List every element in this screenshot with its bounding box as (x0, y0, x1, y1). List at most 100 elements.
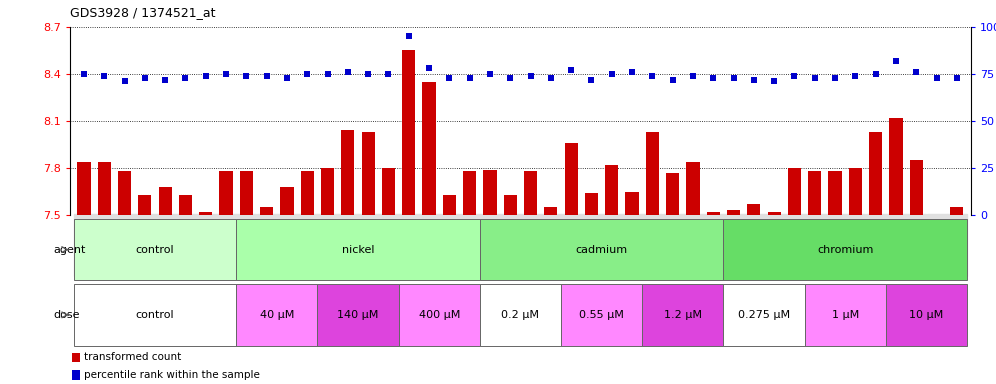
Point (238, 73, 254, 79)
Point (177, 74, 193, 81)
Bar (78, 162, 91, 215)
Bar (870, 132, 882, 215)
Bar (950, 207, 963, 215)
Bar (585, 193, 598, 215)
Text: 0.55 μM: 0.55 μM (580, 310, 624, 320)
Bar (179, 195, 192, 215)
Bar (686, 162, 699, 215)
Point (848, 73, 864, 79)
Point (563, 67, 579, 73)
Bar (402, 50, 415, 215)
Bar (524, 171, 537, 215)
Point (807, 74, 823, 81)
Point (400, 33, 416, 40)
Text: nickel: nickel (342, 245, 374, 255)
Point (949, 74, 965, 81)
Bar (889, 118, 902, 215)
Text: 10 μM: 10 μM (909, 310, 943, 320)
Point (705, 74, 721, 81)
Bar (565, 143, 578, 215)
Bar (808, 171, 822, 215)
Point (888, 58, 904, 64)
Text: 0.2 μM: 0.2 μM (501, 310, 540, 320)
Bar (768, 212, 781, 215)
Bar (625, 192, 638, 215)
Text: control: control (135, 245, 174, 255)
Bar (236, 219, 480, 280)
Point (299, 71, 315, 77)
Point (361, 71, 376, 77)
Bar (240, 171, 253, 215)
Bar (885, 284, 967, 346)
Bar (118, 171, 131, 215)
Bar (98, 162, 111, 215)
Bar (723, 284, 805, 346)
Point (624, 69, 640, 75)
Bar (747, 204, 761, 215)
Bar (236, 284, 318, 346)
Bar (544, 207, 558, 215)
Point (787, 73, 803, 79)
Bar (72, 370, 81, 379)
Point (726, 74, 742, 81)
Text: percentile rank within the sample: percentile rank within the sample (84, 370, 260, 380)
Point (482, 71, 498, 77)
Text: 1.2 μM: 1.2 μM (663, 310, 702, 320)
Bar (645, 132, 659, 215)
Bar (158, 187, 171, 215)
Point (97, 73, 113, 79)
Text: chromium: chromium (817, 245, 873, 255)
Point (320, 71, 336, 77)
Bar (666, 173, 679, 215)
Text: 400 μM: 400 μM (418, 310, 460, 320)
Bar (321, 168, 334, 215)
Bar (74, 284, 236, 346)
Point (76, 71, 92, 77)
Bar (788, 168, 801, 215)
Text: 1 μM: 1 μM (832, 310, 859, 320)
Point (523, 73, 539, 79)
Point (157, 76, 173, 83)
Bar (909, 160, 923, 215)
Point (664, 76, 680, 83)
Bar (606, 165, 619, 215)
Bar (642, 284, 723, 346)
Bar (480, 284, 561, 346)
Bar (561, 284, 642, 346)
Bar (362, 132, 374, 215)
Point (827, 74, 843, 81)
Point (117, 78, 132, 84)
Point (928, 74, 944, 81)
Bar (829, 171, 842, 215)
Bar (723, 219, 967, 280)
Bar (727, 210, 740, 215)
Text: transformed count: transformed count (84, 353, 181, 362)
Point (279, 74, 295, 81)
Bar (443, 195, 456, 215)
Bar (72, 353, 81, 362)
Bar (74, 219, 236, 280)
Point (462, 74, 478, 81)
Text: 140 μM: 140 μM (338, 310, 378, 320)
Point (868, 71, 883, 77)
Point (380, 71, 396, 77)
Point (746, 76, 762, 83)
Point (218, 71, 234, 77)
Point (340, 69, 356, 75)
Bar (483, 170, 497, 215)
Text: 40 μM: 40 μM (260, 310, 294, 320)
Point (502, 74, 518, 81)
Point (908, 69, 924, 75)
Bar (707, 212, 720, 215)
Point (259, 73, 275, 79)
Text: cadmium: cadmium (576, 245, 627, 255)
Point (604, 71, 620, 77)
Text: agent: agent (54, 245, 86, 255)
Point (685, 73, 701, 79)
Bar (301, 171, 314, 215)
Bar (463, 171, 476, 215)
Point (766, 78, 782, 84)
Bar (504, 195, 517, 215)
Point (584, 76, 600, 83)
Bar (199, 212, 212, 215)
